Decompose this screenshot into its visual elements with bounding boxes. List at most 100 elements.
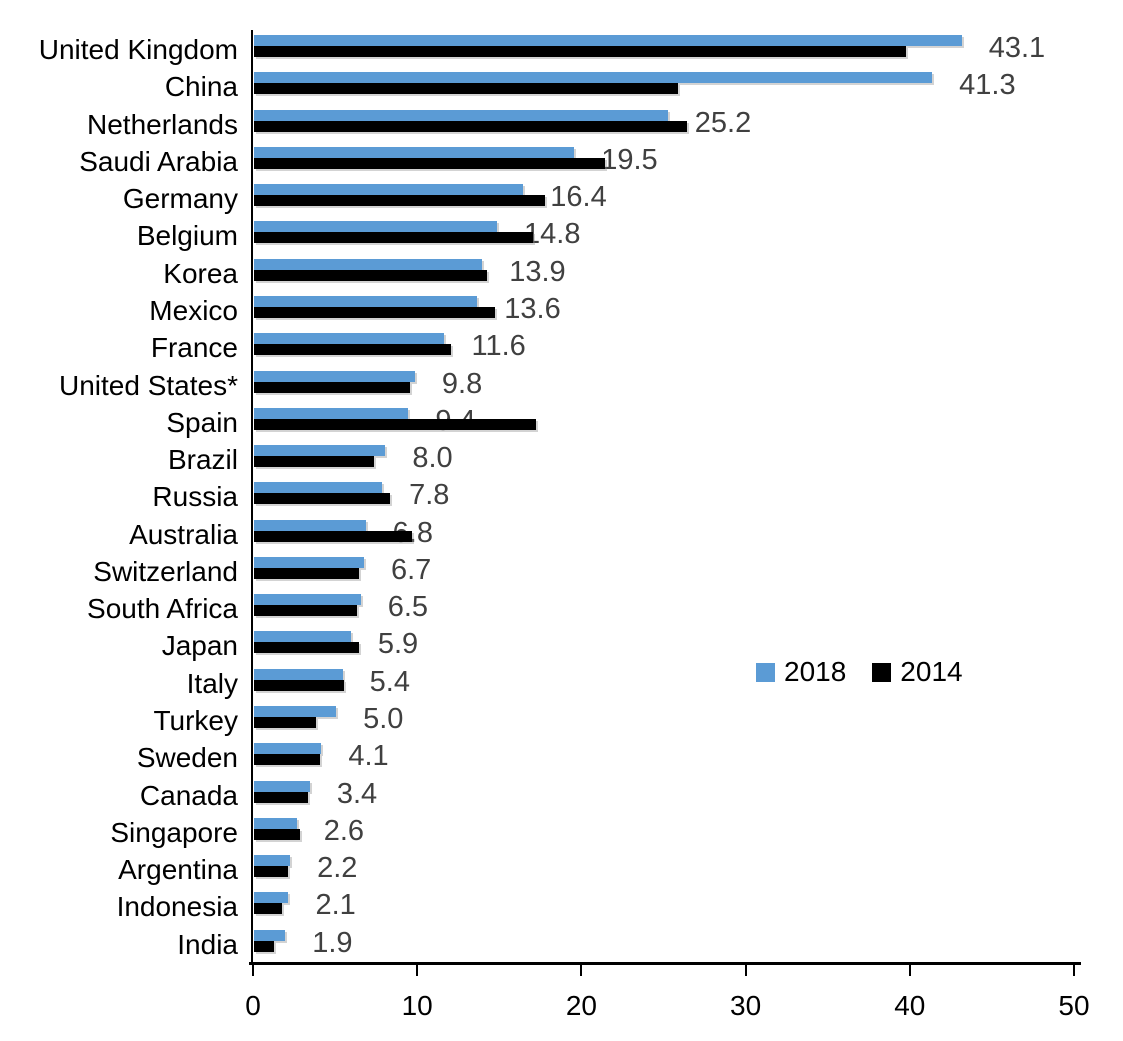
bar-2018 <box>254 407 409 419</box>
x-tick <box>416 964 419 976</box>
bar-2014 <box>254 306 496 318</box>
value-label: 7.8 <box>409 479 450 512</box>
category-label: Japan <box>161 630 238 662</box>
legend-item-2014: 2014 <box>872 656 963 688</box>
category-label: Belgium <box>136 220 238 252</box>
x-tick <box>744 964 747 976</box>
bar-2014 <box>254 791 309 803</box>
value-label: 19.5 <box>601 143 658 176</box>
category-label: Turkey <box>153 705 238 737</box>
bar-2014 <box>254 46 906 57</box>
value-label: 8.0 <box>412 442 453 475</box>
bar-2014 <box>254 493 391 505</box>
x-tick <box>908 964 911 976</box>
category-label: Korea <box>163 257 238 289</box>
category-label: United States* <box>59 369 238 401</box>
bar-2018 <box>254 855 291 867</box>
bar-2018 <box>254 556 364 568</box>
legend-label-2014: 2014 <box>900 656 963 687</box>
category-label: South Africa <box>87 593 238 625</box>
value-label: 43.1 <box>988 32 1046 64</box>
category-label: United Kingdom <box>38 34 238 65</box>
category-label: Germany <box>122 183 238 215</box>
category-label: Argentina <box>118 854 238 886</box>
bar-2018 <box>254 892 289 904</box>
value-label: 4.1 <box>348 740 389 773</box>
bar-2018 <box>254 706 337 718</box>
bar-2018 <box>254 258 483 270</box>
bar-2014 <box>254 120 688 132</box>
x-tick-label: 40 <box>894 990 926 1021</box>
value-label: 5.0 <box>363 703 404 736</box>
x-axis-line <box>249 962 1081 965</box>
bar-2018 <box>254 594 361 606</box>
x-tick <box>252 964 254 976</box>
category-label: Mexico <box>149 294 238 326</box>
bar-2018 <box>254 370 415 382</box>
bar-2014 <box>254 269 488 281</box>
category-label: China <box>164 71 238 103</box>
x-tick-label: 10 <box>401 990 433 1021</box>
value-label: 9.8 <box>441 367 483 400</box>
legend-swatch-2014-icon <box>872 662 892 682</box>
legend-label-2018: 2018 <box>784 656 847 687</box>
category-label: Russia <box>152 481 238 513</box>
bar-2014 <box>254 232 534 244</box>
bar-2018 <box>254 72 933 84</box>
bar-2018 <box>254 631 351 643</box>
x-tick-label: 50 <box>1058 990 1090 1021</box>
category-label: India <box>177 928 238 960</box>
value-label: 25.2 <box>694 106 752 139</box>
value-label: 13.9 <box>509 255 566 288</box>
category-label: Switzerland <box>93 555 238 587</box>
value-label: 2.2 <box>317 852 358 885</box>
bar-2014 <box>254 903 282 915</box>
bar-2014 <box>254 717 317 729</box>
bar-2018 <box>254 445 386 457</box>
category-label: Italy <box>186 667 238 699</box>
bar-2018 <box>254 929 286 941</box>
legend-item-2018: 2018 <box>756 656 846 688</box>
bar-2018 <box>254 668 343 680</box>
bar-2014 <box>254 754 320 766</box>
value-label: 11.6 <box>471 330 526 363</box>
category-label: Singapore <box>110 816 238 848</box>
bar-2014 <box>254 605 358 617</box>
bar-2014 <box>254 642 360 654</box>
bar-2014 <box>254 344 452 356</box>
x-tick <box>580 964 583 976</box>
bar-2014 <box>254 83 678 95</box>
value-label: 3.4 <box>336 777 378 810</box>
bar-2014 <box>254 195 545 207</box>
y-axis-line <box>251 30 253 965</box>
value-label: 5.9 <box>377 628 419 661</box>
value-label: 14.8 <box>524 218 581 251</box>
category-label: Australia <box>129 518 238 550</box>
bar-2014 <box>254 381 410 393</box>
category-label: Saudi Arabia <box>79 145 238 177</box>
bar-2018 <box>254 333 445 345</box>
value-label: 41.3 <box>959 69 1016 102</box>
bar-2014 <box>254 456 374 468</box>
bar-2018 <box>254 295 478 307</box>
bar-2014 <box>254 567 360 579</box>
bar-2014 <box>254 679 345 691</box>
x-tick <box>1073 964 1075 976</box>
bar-2018 <box>254 109 668 121</box>
x-tick-label: 20 <box>565 990 597 1021</box>
bar-2014 <box>254 418 537 430</box>
bar-2018 <box>254 35 962 46</box>
bar-2014 <box>254 828 300 840</box>
bar-2018 <box>254 221 498 233</box>
value-label: 2.6 <box>323 814 365 847</box>
bar-2018 <box>254 184 524 196</box>
bar-2018 <box>254 780 310 792</box>
bar-2018 <box>254 482 383 494</box>
category-label: Sweden <box>136 742 238 774</box>
value-label: 5.4 <box>369 665 410 698</box>
bar-2018 <box>254 519 366 531</box>
bar-2018 <box>254 817 297 829</box>
value-label: 6.7 <box>391 553 432 586</box>
bar-2014 <box>254 940 274 952</box>
